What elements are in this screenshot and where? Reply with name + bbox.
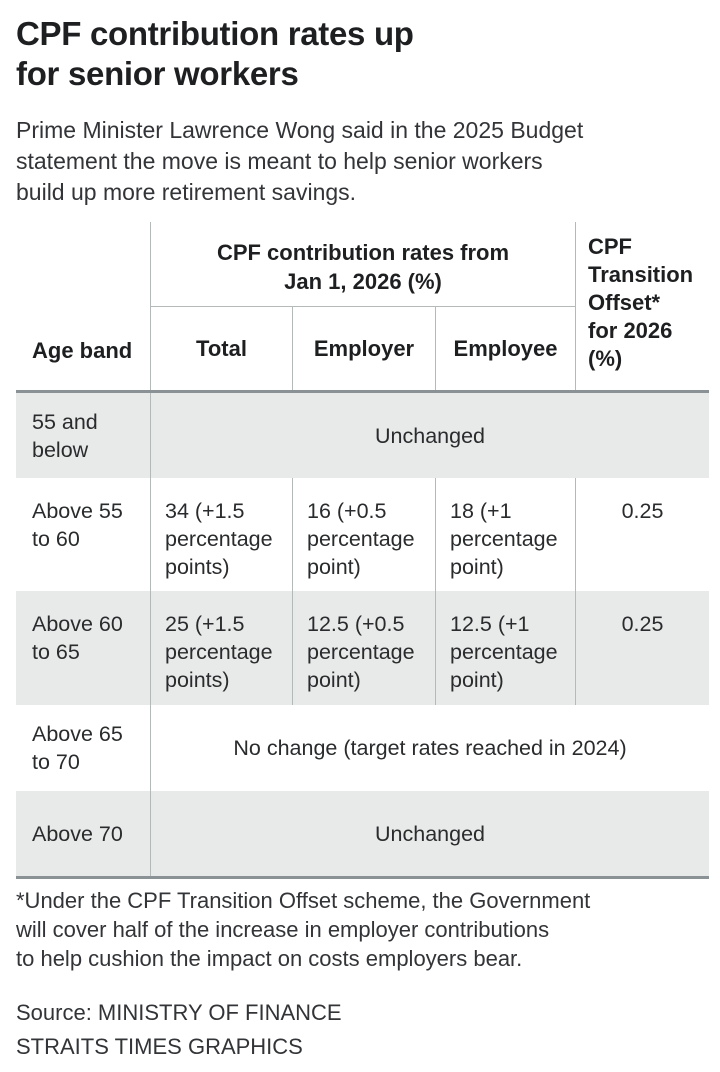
table-row-above-65-to-70: Above 65 to 70 No change (target rates r… <box>16 705 709 791</box>
age-band-cell: Above 70 <box>16 791 151 876</box>
offset-cell: 0.25 <box>575 591 709 705</box>
span-cell: No change (target rates reached in 2024) <box>233 736 627 760</box>
column-header-transition-offset: CPF Transition Offset* for 2026 (%) <box>575 222 709 390</box>
table-row-above-60-to-65: Above 60 to 65 25 (+1.5 percentage point… <box>16 591 709 705</box>
transition-offset-footnote: *Under the CPF Transition Offset scheme,… <box>16 888 591 971</box>
column-header-employee: Employee <box>435 307 575 390</box>
employer-cell: 16 (+0.5 percentage point) <box>292 478 435 591</box>
span-cell: Unchanged <box>375 821 485 846</box>
employee-cell: 12.5 (+1 percentage point) <box>435 591 575 705</box>
source-line: Source: MINISTRY OF FINANCE <box>16 1000 342 1025</box>
total-cell: 25 (+1.5 percentage points) <box>165 612 273 692</box>
intro-paragraph: Prime Minister Lawrence Wong said in the… <box>16 117 584 205</box>
column-header-total: Total <box>196 335 247 361</box>
age-band-cell: Above 65 to 70 <box>16 705 151 791</box>
table-row-above-55-to-60: Above 55 to 60 34 (+1.5 percentage point… <box>16 478 709 591</box>
page-title: CPF contribution rates up for senior wor… <box>16 15 414 92</box>
source-credits: Source: MINISTRY OF FINANCE STRAITS TIME… <box>16 996 710 1064</box>
table-body: 55 and below Unchanged Above 55 to 60 34… <box>16 390 709 879</box>
cpf-rates-table: Age band CPF contribution rates from Jan… <box>16 222 709 879</box>
table-row-above-70: Above 70 Unchanged <box>16 791 709 876</box>
age-band-cell: 55 and below <box>16 393 151 478</box>
graphics-credit-line: STRAITS TIMES GRAPHICS <box>16 1034 303 1059</box>
age-band-cell: Above 60 to 65 <box>16 591 151 705</box>
column-header-employer: Employer <box>292 307 435 390</box>
age-band-cell: Above 55 to 60 <box>16 478 151 591</box>
employee-cell: 18 (+1 percentage point) <box>435 478 575 591</box>
span-cell: Unchanged <box>375 423 485 448</box>
employer-cell: 12.5 (+0.5 percentage point) <box>292 591 435 705</box>
column-header-age-band: Age band <box>16 222 151 390</box>
table-row-55-and-below: 55 and below Unchanged <box>16 393 709 478</box>
column-group-header-rates-2026: CPF contribution rates from Jan 1, 2026 … <box>151 222 575 307</box>
table-header: Age band CPF contribution rates from Jan… <box>16 222 709 390</box>
total-cell: 34 (+1.5 percentage points) <box>165 499 273 579</box>
offset-cell: 0.25 <box>575 478 709 591</box>
